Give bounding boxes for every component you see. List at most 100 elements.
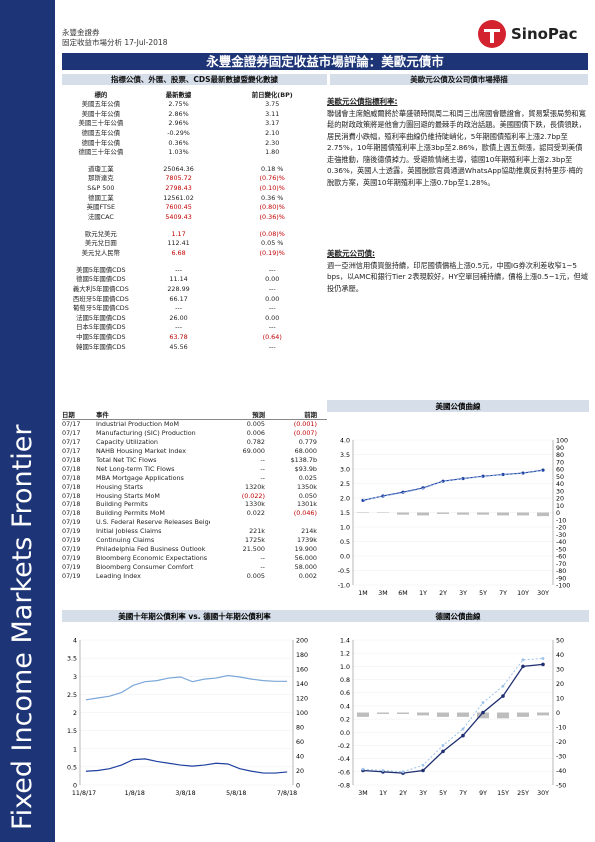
y2-tick-label: 20 (556, 496, 564, 503)
market-value: 0.36% (168, 138, 189, 147)
calendar-row: 07/17 Industrial Production MoM 0.005 (0.00… (62, 420, 327, 429)
event-prior: 56.000 (294, 554, 317, 563)
calendar-row: 07/18 Housing Starts 1320k 1350k (62, 483, 327, 492)
market-row: 德國工業 12561.02 0.36 % (62, 194, 327, 204)
calendar-header: 日期 事件 預測 前期 (62, 410, 327, 420)
y2-tick-label: 0 (556, 710, 560, 717)
market-label: 美元兌日圓 (84, 239, 117, 248)
market-value: 12561.02 (163, 193, 194, 202)
market-change: 0.18 % (261, 164, 284, 173)
y2-tick-label: -100 (556, 583, 570, 590)
y-tick-label: 0.2 (340, 717, 350, 724)
event-date: 07/19 (62, 554, 81, 563)
series-point (461, 733, 465, 738)
market-label: 德國十年公債 (81, 138, 121, 147)
calendar-row: 07/18 Net Long-term TIC Flows -- $93.9b (62, 465, 327, 474)
market-row: 中國5年國債CDS 63.78 (0.64) (62, 333, 327, 343)
event-forecast: -- (260, 464, 265, 473)
y2-tick-label: 50 (556, 638, 564, 645)
y2-tick-label: 80 (296, 725, 304, 732)
event-name: Building Permits MoM (96, 509, 165, 518)
calendar-row: 07/18 Building Permits 1330k 1301k (62, 500, 327, 509)
event-name: Industrial Production MoM (96, 420, 179, 428)
market-label: 中國5年國債CDS (76, 333, 126, 342)
chart-title: 美國十年期公債利率 vs. 德國十年期公債利率 (118, 611, 271, 621)
market-row: 義大利5年國債CDS 228.99 --- (62, 285, 327, 295)
market-value: 1.17 (171, 229, 186, 238)
market-label: 道瓊工業 (88, 164, 114, 173)
scan-section-title: 美歐元公債及公司債市場掃描 (330, 74, 588, 85)
market-row: 道瓊工業 25064.36 0.18 % (62, 165, 327, 175)
change-bar (537, 712, 549, 716)
market-value: 112.41 (167, 239, 190, 248)
event-date: 07/18 (62, 473, 81, 482)
market-label: 德國五年公債 (81, 128, 121, 137)
series-point (501, 694, 505, 698)
market-row: 美國五年公債 2.75% 3.75 (62, 100, 327, 110)
x-tick-label: 9Y (479, 790, 487, 797)
x-tick-label: 5/8/18 (226, 790, 246, 797)
y-tick-label: -0.2 (338, 743, 350, 750)
change-bar (537, 512, 549, 517)
market-row: 韓國5年國債CDS 45.56 --- (62, 343, 327, 353)
market-change: 1.80 (265, 148, 280, 157)
col-forecast: 預測 (252, 411, 265, 419)
market-label: 美國五年公債 (81, 100, 121, 108)
chart-title: 美國公債曲線 (436, 401, 481, 411)
event-forecast (210, 518, 265, 527)
market-label: 歐元兌美元 (84, 229, 117, 238)
col-change: 前日變化(BP) (251, 91, 293, 99)
market-label: 英國FTSE (86, 203, 116, 212)
x-tick-label: 30Y (537, 790, 549, 797)
y-tick-label: -0.8 (338, 783, 350, 790)
y2-tick-label: 30 (556, 667, 564, 674)
market-value: 2.86% (168, 109, 189, 118)
event-forecast: -- (260, 455, 265, 464)
y-tick-label: 1.5 (67, 728, 77, 735)
calendar-row: 07/19 Philadelphia Fed Business Outlook 21… (62, 545, 327, 554)
x-tick-label: 7/8/18 (277, 790, 297, 797)
change-bar (377, 712, 389, 714)
y-tick-label: 2.0 (340, 496, 350, 503)
market-change: (0.08)% (259, 229, 285, 238)
x-tick-label: 30Y (537, 590, 549, 597)
change-bar (437, 712, 449, 717)
event-name: Building Permits (96, 500, 148, 509)
market-value: 66.17 (169, 294, 188, 303)
y2-tick-label: 80 (556, 452, 564, 459)
event-date: 07/19 (62, 571, 81, 580)
market-change: --- (268, 304, 276, 313)
event-name: Total Net TIC Flows (96, 455, 157, 464)
event-forecast: 0.006 (246, 428, 265, 437)
y2-tick-label: -10 (556, 725, 566, 732)
market-label: 法國CAC (87, 213, 114, 222)
event-forecast: 1330k (245, 500, 265, 509)
event-date: 07/17 (62, 437, 81, 446)
calendar-row: 07/18 Building Permits MoM 0.022 (0.046) (62, 509, 327, 518)
event-name: Housing Starts MoM (96, 491, 160, 500)
series-line (362, 469, 544, 501)
commentary: 美歐元公債指標利率: 聯儲會主席鮑威爾將於華盛頓時間周二和周三出席國會聽證會，貿… (327, 96, 589, 294)
y-tick-label: 3.5 (340, 452, 350, 459)
y-tick-label: 1.2 (340, 651, 350, 658)
market-label: 法國5年國債CDS (76, 313, 126, 322)
y2-tick-label: 180 (296, 652, 308, 659)
y-tick-label: 1.0 (340, 664, 350, 671)
market-row: 法國CAC 5409.43 (0.36)% (62, 213, 327, 223)
series-line (85, 674, 288, 701)
calendar-row: 07/18 Total Net TIC Flows -- $138.7b (62, 456, 327, 465)
event-date: 07/18 (62, 491, 81, 500)
x-tick-label: 6M (398, 590, 407, 597)
sidebar: Fixed Income Markets Frontier (0, 0, 55, 842)
series-point (421, 486, 425, 490)
change-bar (357, 512, 369, 513)
market-label: 西班牙5年國債CDS (72, 294, 129, 303)
y-tick-label: 3 (73, 674, 77, 681)
change-bar (457, 712, 469, 717)
market-change: 0.00 (265, 313, 280, 322)
y2-tick-label: -90 (556, 575, 566, 582)
col-event: 事件 (96, 411, 109, 419)
de-yield-curve-chart: 德國公債曲線 -0.8 -0.6 -0.4 -0.2 0.0 0.2 0.4 0.6 0.8 1.0… (327, 610, 589, 797)
y-tick-label: 0.0 (340, 554, 350, 561)
y-tick-label: -0.4 (338, 756, 350, 763)
